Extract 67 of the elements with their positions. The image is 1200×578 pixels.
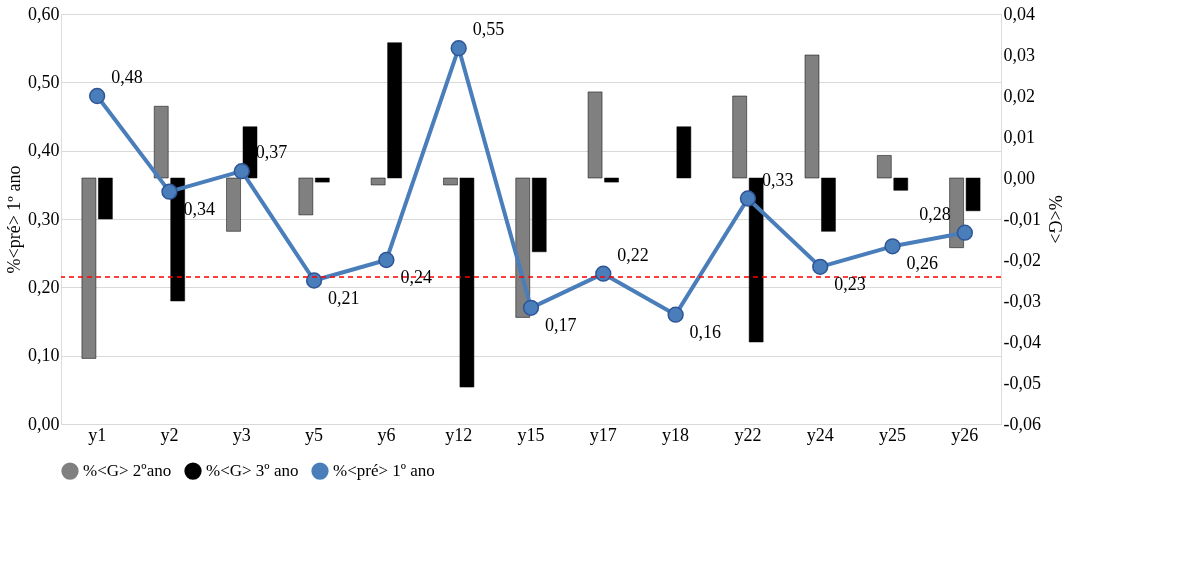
y2-tick-label: 0,04 [1003,3,1035,24]
point [88,87,106,105]
x-tick-label: y26 [951,424,979,445]
y2-tick-label: -0,02 [1003,249,1041,270]
x-tick-label: y1 [88,424,107,445]
data-label: 0,21 [328,287,360,308]
x-tick-label: y3 [232,424,251,445]
y-tick-label: 0,00 [28,413,60,434]
x-tick-label: y22 [734,424,762,445]
x-tick-label: y15 [517,424,545,445]
y-axis-title: %<pré> 1º ano [4,165,24,274]
x-tick-label: y25 [879,424,907,445]
y-tick-label: 0,20 [28,276,60,297]
y2-tick-label: -0,06 [1003,413,1041,434]
bar [676,126,692,179]
x-tick-label: y17 [589,424,617,445]
x-tick-label: y6 [377,424,396,445]
x-tick-label: y12 [445,424,473,445]
data-label: 0,22 [617,244,649,265]
point [739,190,757,207]
data-label: 0,37 [255,142,288,163]
point [305,272,323,289]
y2-tick-label: 0,01 [1003,126,1035,147]
bar [315,177,330,183]
legend-label: %<pré> 1º ano [333,461,435,481]
y2-axis-title: %<G> [1044,195,1065,244]
y-tick-label: 0,10 [28,345,60,366]
point [595,265,612,282]
x-tick-label: y24 [806,424,834,445]
bar [298,177,314,216]
bar [732,95,747,179]
data-label: 0,23 [834,273,866,294]
y-tick-label: 0,50 [28,71,60,92]
y-tick-label: 0,40 [28,140,60,161]
point [522,299,540,316]
y2-tick-label: -0,05 [1003,372,1041,393]
point [378,251,395,269]
point [884,238,901,255]
y2-tick-label: 0,03 [1003,44,1035,65]
point [450,40,467,57]
legend-label: %<G> 3º ano [206,461,299,481]
y2-tick-label: -0,04 [1003,331,1041,352]
point [161,183,178,200]
y2-tick-label: -0,03 [1003,290,1041,311]
bar [531,177,547,253]
x-tick-label: y5 [305,424,324,445]
bar [226,177,241,232]
data-label: 0,55 [472,19,505,40]
bar [748,177,764,343]
data-label: 0,48 [111,67,143,87]
data-label: 0,26 [906,253,939,274]
legend-label: %<G> 2ºano [83,461,172,481]
y2-tick-label: 0,02 [1003,85,1035,106]
point [812,258,829,275]
x-tick-label: y2 [160,424,179,445]
y-tick-label: 0,30 [28,208,60,229]
y-tick-label: 0,60 [28,3,60,24]
data-label: 0,16 [689,321,722,342]
y2-tick-label: -0,01 [1003,208,1041,229]
data-label: 0,24 [400,267,432,287]
data-label: 0,17 [545,314,577,335]
data-label: 0,33 [761,169,794,190]
point [667,306,684,323]
point [233,163,250,180]
y2-tick-label: 0,00 [1003,167,1035,188]
x-tick-label: y18 [662,424,690,445]
point [956,224,974,241]
